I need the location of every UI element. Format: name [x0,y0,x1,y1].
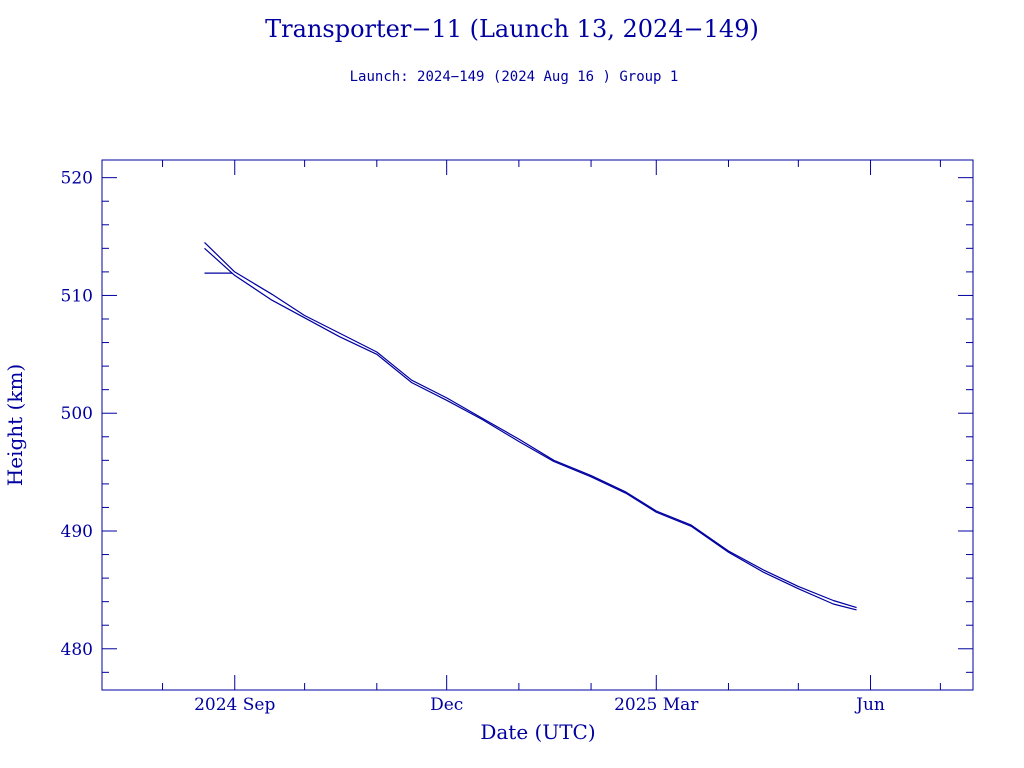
series-line-2 [204,247,857,611]
y-tick-label: 500 [61,404,93,424]
plot-frame [101,159,974,691]
x-tick-label: Jun [854,695,885,715]
y-tick-label: 480 [61,640,93,660]
x-tick-label: 2024 Sep [194,695,275,715]
x-axis-label: Date (UTC) [480,720,595,744]
x-axis-ticks: 2024 Sep Dec 2025 Mar Jun [162,160,941,715]
x-tick-label: 2025 Mar [614,695,699,715]
chart-subtitle: Launch: 2024−149 (2024 Aug 16 ) Group 1 [350,69,679,85]
x-tick-label: Dec [430,695,463,715]
y-axis-ticks: 480 490 500 510 520 [61,169,973,673]
series-lines [204,241,857,611]
chart-title: Transporter−11 (Launch 13, 2024−149) [265,15,759,43]
y-axis-label: Height (km) [3,364,27,486]
series-line-1 [204,241,857,609]
y-tick-label: 520 [61,169,93,189]
y-tick-label: 510 [61,286,93,306]
y-tick-label: 490 [61,522,93,542]
